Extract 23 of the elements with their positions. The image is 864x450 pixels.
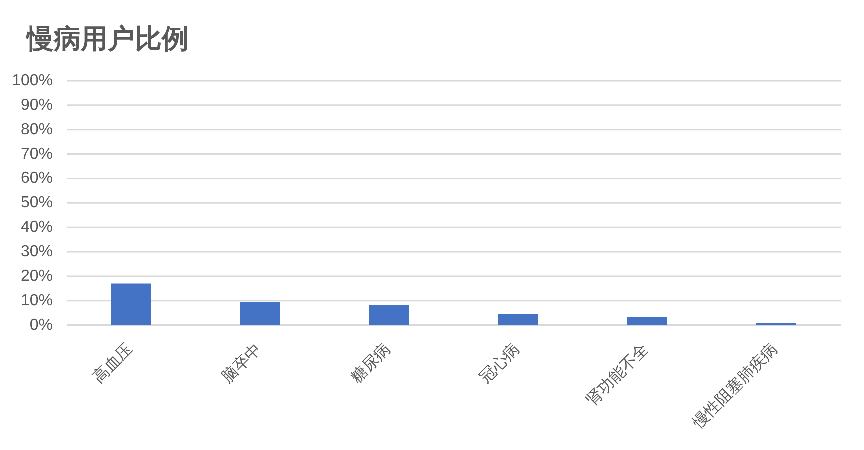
bar [112, 284, 152, 326]
y-tick-label: 20% [20, 268, 53, 285]
bar [628, 316, 668, 326]
y-tick-label: 90% [20, 96, 53, 114]
y-tick-label: 0% [30, 316, 53, 334]
x-tick-label: 肾功能不全 [583, 340, 652, 410]
y-tick-label: 10% [20, 292, 53, 310]
y-tick-label: 80% [20, 121, 53, 138]
y-tick-label: 30% [20, 244, 53, 261]
y-tick-label: 60% [20, 170, 53, 188]
y-tick-label: 100% [12, 72, 53, 90]
x-tick-label: 冠心病 [476, 340, 524, 387]
bar [498, 314, 538, 326]
x-tick-label: 糖尿病 [348, 340, 394, 387]
x-tick-label: 慢性阻塞肺疾病 [688, 340, 782, 433]
chart-title: 慢病用户比例 [25, 24, 189, 54]
y-tick-label: 40% [20, 219, 53, 236]
x-tick-label: 脑卒中 [218, 340, 266, 387]
bar [370, 305, 410, 326]
x-tick-label: 高血压 [90, 340, 136, 387]
bar [240, 302, 280, 326]
y-tick-label: 70% [20, 146, 53, 163]
y-tick-label: 50% [20, 194, 53, 212]
